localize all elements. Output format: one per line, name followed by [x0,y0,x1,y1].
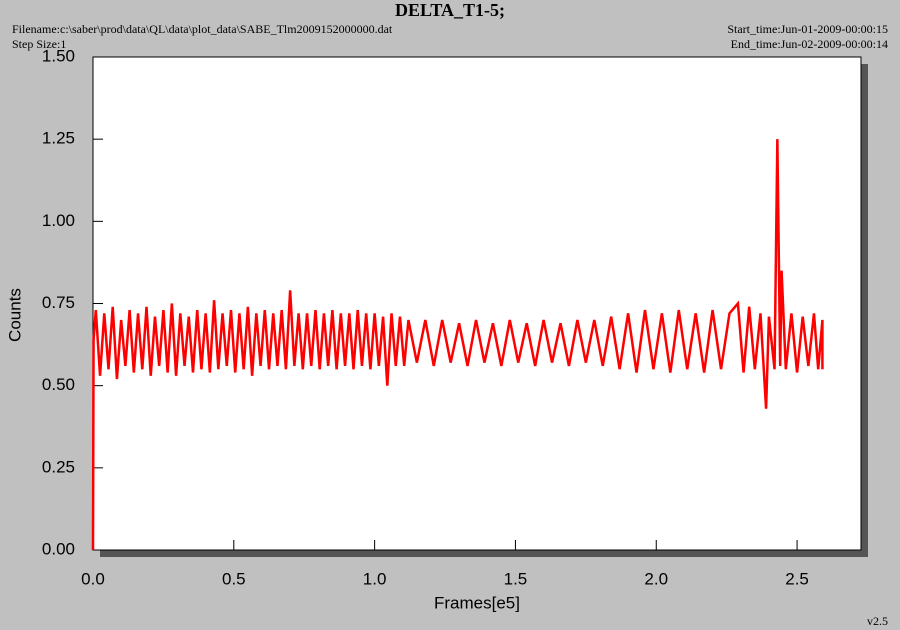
filename: Filename:c:\saber\prod\data\QL\data\plot… [12,22,393,36]
x-tick-label: 0.0 [81,569,105,588]
y-tick-label: 1.50 [42,46,75,65]
x-tick-label: 1.0 [363,569,387,588]
y-axis-label: Counts [5,288,24,342]
x-tick-label: 1.5 [504,569,528,588]
y-tick-label: 1.00 [42,211,75,230]
y-tick-label: 0.75 [42,293,75,312]
plot-area [92,56,862,551]
y-tick-label: 1.25 [42,129,75,148]
y-tick-label: 0.00 [42,539,75,558]
y-tick-label: 0.25 [42,457,75,476]
x-tick-label: 0.5 [222,569,246,588]
end-time: End_time:Jun-02-2009-00:00:14 [731,37,888,51]
y-tick-label: 0.50 [42,375,75,394]
x-tick-label: 2.5 [785,569,809,588]
chart-title: DELTA_T1-5; [395,0,505,20]
data-line [91,139,824,551]
x-tick-label: 2.0 [644,569,668,588]
x-axis-label: Frames[e5] [434,593,520,612]
version: v2.5 [867,614,888,628]
step-size: Step Size:1 [12,37,66,51]
start-time: Start_time:Jun-01-2009-00:00:15 [727,22,888,36]
